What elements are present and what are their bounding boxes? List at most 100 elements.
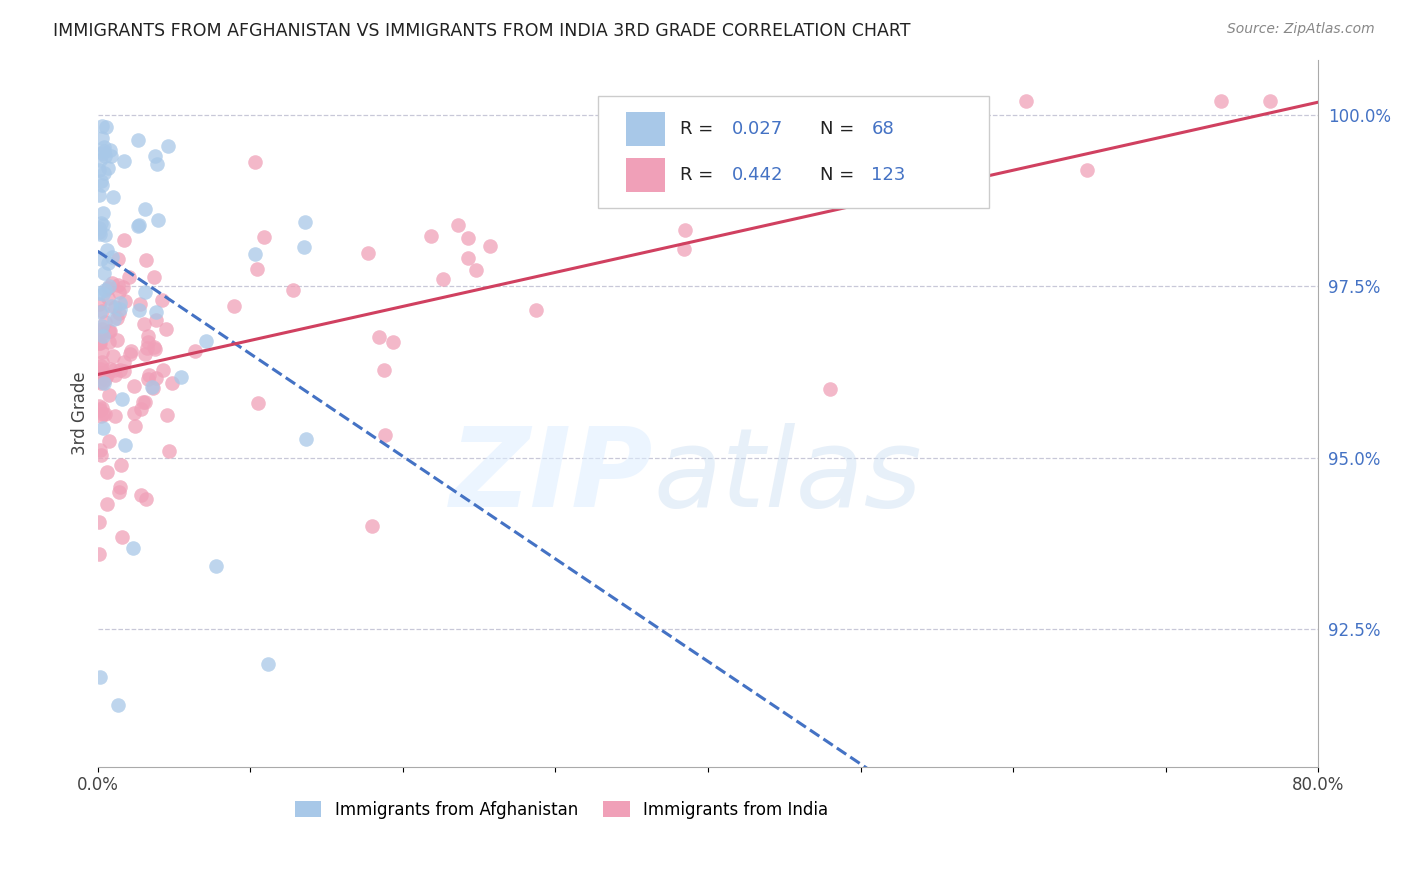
Point: [90, 448, 112, 462]
Point: [91, 355, 114, 369]
Point: [136, 329, 159, 343]
Text: 0.027: 0.027: [733, 120, 783, 138]
Point: [112, 153, 135, 168]
Point: [141, 380, 163, 394]
Point: [94, 149, 117, 163]
Point: [118, 347, 141, 361]
Point: [108, 306, 131, 320]
Text: R =: R =: [681, 166, 718, 185]
Point: [120, 344, 142, 359]
Legend: Immigrants from Afghanistan, Immigrants from India: Immigrants from Afghanistan, Immigrants …: [288, 794, 835, 825]
Point: [89, 227, 111, 241]
Point: [89, 361, 111, 376]
Text: Source: ZipAtlas.com: Source: ZipAtlas.com: [1227, 22, 1375, 37]
Point: [89, 153, 111, 168]
Point: [114, 293, 136, 308]
Point: [152, 293, 174, 308]
Point: [157, 138, 180, 153]
Point: [96, 243, 118, 257]
Text: 123: 123: [872, 166, 905, 185]
FancyBboxPatch shape: [598, 96, 988, 208]
Point: [90, 178, 112, 192]
Point: [90, 146, 112, 161]
Text: N =: N =: [820, 166, 860, 185]
Point: [104, 409, 127, 423]
Point: [91, 218, 114, 232]
Point: [87, 325, 110, 339]
Point: [156, 409, 179, 423]
Point: [124, 418, 146, 433]
Point: [112, 233, 135, 247]
Point: [87, 335, 110, 350]
Point: [87, 286, 110, 301]
Point: [420, 229, 443, 244]
Point: [111, 392, 134, 406]
Point: [101, 250, 124, 264]
Point: [104, 368, 127, 383]
Point: [93, 166, 115, 180]
Text: N =: N =: [820, 120, 860, 138]
Point: [100, 325, 122, 339]
Point: [143, 269, 166, 284]
Point: [145, 157, 167, 171]
Point: [143, 339, 166, 353]
Point: [101, 349, 124, 363]
Point: [107, 698, 129, 712]
Point: [91, 328, 114, 343]
Point: [357, 246, 380, 260]
Point: [91, 420, 114, 434]
Point: [103, 312, 125, 326]
Point: [110, 480, 132, 494]
Point: [146, 213, 169, 227]
Point: [93, 366, 115, 380]
Point: [96, 368, 118, 383]
Point: [90, 318, 112, 333]
Point: [526, 302, 548, 317]
Point: [87, 163, 110, 178]
Point: [112, 355, 135, 369]
Point: [128, 218, 150, 232]
Point: [93, 266, 115, 280]
Point: [93, 140, 115, 154]
Point: [105, 333, 128, 347]
Point: [1015, 94, 1038, 108]
Point: [98, 387, 121, 401]
Point: [1211, 94, 1233, 108]
Point: [94, 407, 117, 421]
Point: [253, 230, 276, 244]
Point: [97, 324, 120, 338]
Point: [87, 374, 110, 388]
Text: ZIP: ZIP: [450, 423, 652, 530]
Point: [374, 427, 396, 442]
Point: [294, 215, 316, 229]
Point: [91, 321, 114, 335]
Text: R =: R =: [681, 120, 718, 138]
Point: [183, 344, 205, 359]
Point: [90, 345, 112, 359]
Point: [129, 488, 152, 502]
Point: [292, 240, 315, 254]
Point: [90, 376, 112, 390]
Point: [97, 281, 120, 295]
Point: [90, 359, 112, 373]
Point: [127, 219, 149, 233]
Point: [91, 303, 114, 318]
Text: 0.442: 0.442: [733, 166, 783, 185]
Point: [1076, 163, 1098, 178]
Point: [195, 334, 218, 348]
Point: [97, 161, 120, 175]
Point: [134, 285, 156, 300]
Point: [118, 269, 141, 284]
Point: [135, 252, 157, 267]
Point: [93, 376, 115, 390]
Point: [101, 190, 124, 204]
Point: [87, 334, 110, 349]
Point: [90, 401, 112, 415]
Point: [132, 318, 155, 332]
Point: [447, 218, 470, 232]
Point: [87, 188, 110, 202]
Point: [247, 395, 270, 409]
Point: [256, 657, 278, 671]
Point: [93, 145, 115, 159]
Point: [136, 335, 159, 350]
